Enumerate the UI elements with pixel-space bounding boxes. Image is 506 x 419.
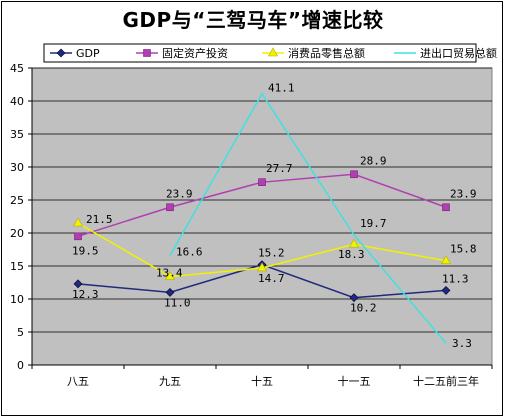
y-tick-label: 0 (17, 359, 24, 372)
series-2-data-label: 23.9 (166, 187, 193, 200)
y-tick-label: 25 (10, 194, 24, 207)
y-tick-label: 45 (10, 62, 24, 75)
series-2-marker (258, 178, 266, 186)
series-4-data-label: 19.7 (360, 217, 387, 230)
series-3-marker (164, 270, 176, 280)
series-4-line (169, 92, 447, 344)
y-tick-label: 5 (17, 326, 24, 339)
y-tick-label: 30 (10, 161, 24, 174)
series-1-marker (349, 293, 359, 303)
series-1-data-label: 10.2 (350, 302, 377, 315)
series-1-data-label: 15.2 (258, 247, 285, 260)
chart-title: GDP与“三驾马车”增速比较 (122, 8, 384, 32)
series-4-data-label: 41.1 (268, 82, 295, 95)
series-3-data-label: 13.4 (156, 267, 183, 280)
series-1-data-label: 11.0 (164, 296, 191, 309)
y-tick-label: 35 (10, 128, 24, 141)
series-1-marker (441, 285, 451, 295)
series-3-data-label: 14.7 (258, 272, 285, 285)
series-3-marker (348, 238, 360, 248)
x-tick-label: 十一五 (338, 374, 371, 388)
legend-swatch-marker (143, 49, 151, 57)
series-2-data-label: 28.9 (360, 154, 387, 167)
legend-entry-label: 消费品零售总额 (288, 46, 365, 60)
x-tick-label: 十五 (251, 374, 273, 388)
series-1-data-label: 12.3 (72, 288, 99, 301)
x-tick-label: 十二五前三年 (413, 374, 479, 388)
series-2-marker (74, 232, 82, 241)
series-2-data-label: 19.5 (72, 244, 99, 257)
legend-box (43, 43, 477, 63)
series-1-marker (73, 279, 83, 289)
legend-entry-label: 固定资产投资 (162, 46, 228, 60)
legend-entry-label: 进出口贸易总额 (420, 46, 497, 60)
legend-swatch-marker (267, 47, 279, 57)
y-tick-label: 20 (10, 227, 24, 240)
series-2-data-label: 27.7 (266, 162, 293, 175)
series-2-data-label: 23.9 (450, 187, 477, 200)
legend-entry-label: GDP (76, 47, 100, 60)
y-tick-label: 15 (10, 260, 24, 273)
series-4-data-label: 3.3 (452, 337, 472, 350)
series-3-data-label: 18.3 (338, 248, 365, 261)
series-3-data-label: 21.5 (86, 213, 113, 226)
series-3-data-label: 15.8 (450, 243, 477, 256)
series-3-marker (256, 262, 268, 272)
x-tick-label: 八五 (67, 375, 89, 388)
series-1-marker (165, 287, 175, 297)
series-4-data-label: 16.6 (176, 245, 203, 258)
series-3-marker (72, 217, 84, 227)
legend-swatch-marker (56, 48, 66, 58)
series-1-data-label: 11.3 (442, 272, 469, 285)
series-2-marker (442, 203, 450, 212)
series-2-marker (166, 203, 174, 212)
y-tick-label: 10 (10, 293, 24, 306)
series-3-marker (440, 255, 452, 265)
series-2-marker (350, 170, 358, 179)
x-tick-label: 九五 (159, 375, 181, 388)
y-tick-label: 40 (10, 95, 24, 108)
